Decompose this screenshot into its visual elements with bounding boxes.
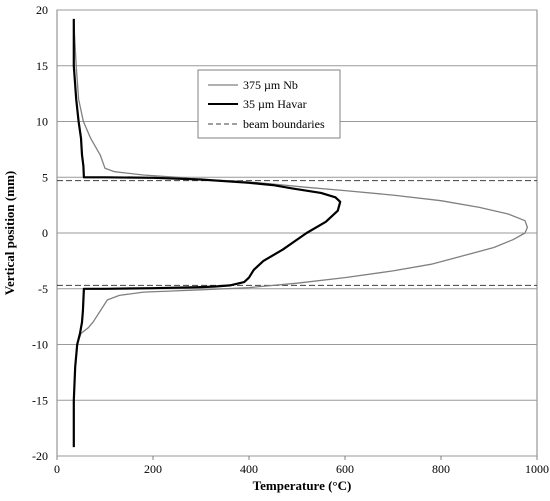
- x-tick-label: 400: [240, 462, 258, 476]
- x-axis-title: Temperature (°C): [253, 478, 352, 493]
- x-tick-label: 600: [336, 462, 354, 476]
- legend: 375 µm Nb 35 µm Havar beam boundaries: [197, 69, 341, 139]
- y-tick-label: 0: [42, 226, 48, 240]
- beam-boundary-lines: [57, 180, 537, 286]
- y-tick-label: -10: [32, 338, 48, 352]
- y-axis-title: Vertical position (mm): [2, 171, 17, 295]
- x-tick-label: 0: [54, 462, 60, 476]
- y-tick-label: -15: [32, 393, 48, 407]
- y-tick-label: -20: [32, 449, 48, 463]
- y-tick-label: 5: [42, 170, 48, 184]
- x-tick-label: 200: [144, 462, 162, 476]
- legend-label-boundaries: beam boundaries: [243, 117, 325, 131]
- y-axis-ticks: 20 15 10 5 0 -5 -10 -15 -20: [32, 3, 48, 463]
- gridlines: [57, 9, 537, 457]
- x-tick-label: 800: [432, 462, 450, 476]
- y-tick-label: 20: [36, 3, 48, 17]
- y-tick-label: 10: [36, 115, 48, 129]
- y-tick-label: 15: [36, 59, 48, 73]
- x-axis-ticks: 0 200 400 600 800 1000: [54, 456, 549, 476]
- legend-label-nb: 375 µm Nb: [243, 78, 298, 92]
- legend-label-havar: 35 µm Havar: [243, 97, 307, 111]
- x-tick-label: 1000: [525, 462, 549, 476]
- series-lines: [72, 18, 529, 448]
- y-tick-label: -5: [38, 282, 48, 296]
- series-line-nb: [73, 21, 529, 448]
- series-line-havar: [72, 18, 342, 448]
